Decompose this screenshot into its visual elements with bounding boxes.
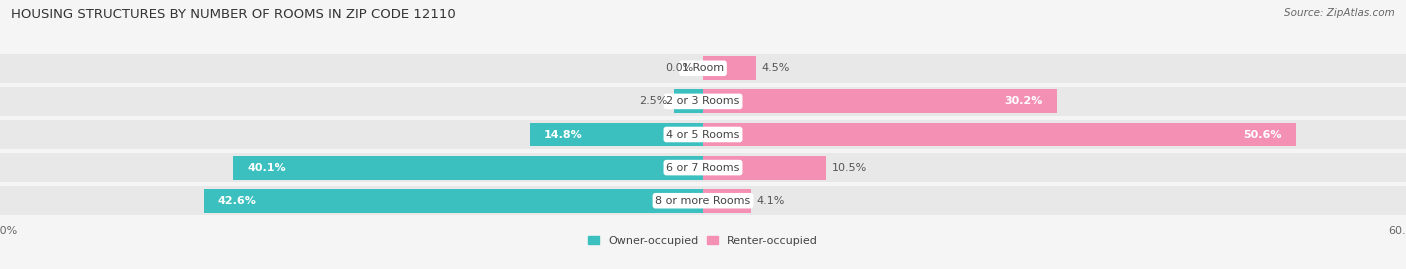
Bar <box>703 90 1057 113</box>
Bar <box>0 120 1406 149</box>
Text: HOUSING STRUCTURES BY NUMBER OF ROOMS IN ZIP CODE 12110: HOUSING STRUCTURES BY NUMBER OF ROOMS IN… <box>11 8 456 21</box>
Text: 0.0%: 0.0% <box>665 63 693 73</box>
Bar <box>673 90 703 113</box>
Bar <box>0 54 1406 83</box>
Text: 42.6%: 42.6% <box>218 196 257 206</box>
Text: 50.6%: 50.6% <box>1243 129 1282 140</box>
Bar <box>703 56 756 80</box>
Bar <box>0 186 1406 215</box>
Bar <box>204 189 703 213</box>
Text: 4.1%: 4.1% <box>756 196 786 206</box>
Bar <box>0 153 1406 182</box>
Text: 30.2%: 30.2% <box>1004 96 1043 107</box>
Bar <box>233 156 703 179</box>
Text: 8 or more Rooms: 8 or more Rooms <box>655 196 751 206</box>
Text: 40.1%: 40.1% <box>247 162 285 173</box>
Legend: Owner-occupied, Renter-occupied: Owner-occupied, Renter-occupied <box>588 236 818 246</box>
Text: 1 Room: 1 Room <box>682 63 724 73</box>
Bar <box>703 156 827 179</box>
Text: 2.5%: 2.5% <box>640 96 668 107</box>
Bar <box>530 123 703 146</box>
Bar <box>703 123 1296 146</box>
Text: 10.5%: 10.5% <box>832 162 868 173</box>
Text: 14.8%: 14.8% <box>544 129 582 140</box>
Bar <box>0 87 1406 116</box>
Text: 4.5%: 4.5% <box>762 63 790 73</box>
Text: 4 or 5 Rooms: 4 or 5 Rooms <box>666 129 740 140</box>
Text: Source: ZipAtlas.com: Source: ZipAtlas.com <box>1284 8 1395 18</box>
Text: 6 or 7 Rooms: 6 or 7 Rooms <box>666 162 740 173</box>
Bar <box>703 189 751 213</box>
Text: 2 or 3 Rooms: 2 or 3 Rooms <box>666 96 740 107</box>
